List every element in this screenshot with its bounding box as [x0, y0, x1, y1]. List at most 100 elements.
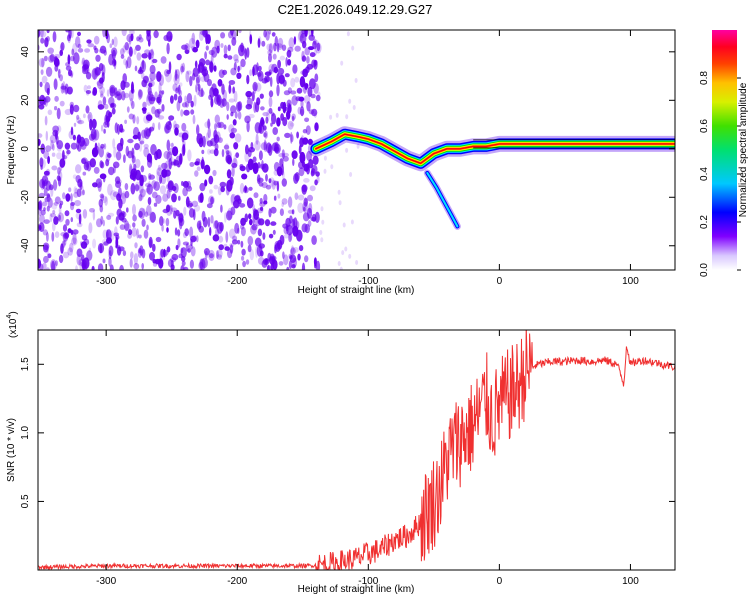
noise-speckle — [128, 46, 133, 57]
noise-speckle — [300, 106, 305, 117]
noise-speckle — [281, 198, 288, 205]
noise-speckle — [239, 64, 242, 71]
noise-speckle — [303, 95, 311, 104]
noise-speckle — [59, 100, 65, 107]
noise-speckle — [224, 246, 230, 251]
noise-speckle — [240, 42, 244, 53]
noise-speckle — [198, 137, 204, 148]
noise-speckle — [285, 217, 291, 228]
noise-speckle — [253, 83, 257, 94]
noise-speckle — [53, 78, 58, 90]
noise-speckle — [207, 148, 211, 155]
noise-speckle — [175, 244, 179, 251]
noise-speckle — [230, 30, 234, 36]
noise-speckle — [302, 201, 308, 213]
noise-speckle — [121, 191, 126, 199]
noise-speckle — [139, 140, 145, 145]
noise-speckle — [126, 34, 133, 43]
noise-speckle — [239, 203, 246, 208]
signal-trace-band — [426, 172, 459, 228]
noise-speckle — [100, 93, 104, 98]
noise-speckle — [91, 90, 97, 96]
noise-speckle — [166, 227, 169, 233]
noise-speckle — [196, 235, 199, 243]
noise-speckle — [100, 90, 104, 97]
noise-speckle — [123, 154, 126, 164]
noise-speckle — [174, 69, 178, 82]
noise-speckle — [282, 170, 285, 180]
noise-speckle — [113, 59, 116, 66]
noise-speckle — [57, 167, 61, 175]
noise-speckle — [265, 184, 272, 190]
noise-speckle — [165, 121, 172, 131]
noise-speckle — [312, 155, 319, 165]
noise-speckle — [258, 150, 263, 161]
noise-speckle — [199, 58, 206, 67]
noise-speckle — [150, 144, 157, 156]
noise-speckle — [257, 256, 265, 265]
noise-speckle — [69, 55, 75, 62]
noise-speckle — [147, 158, 153, 168]
noise-speckle — [263, 30, 267, 38]
noise-speckle — [133, 126, 140, 138]
noise-speckle — [229, 176, 234, 186]
noise-speckle — [181, 62, 186, 73]
noise-speckle — [207, 127, 211, 139]
noise-speckle — [232, 86, 235, 94]
noise-speckle — [166, 173, 170, 183]
noise-speckle — [303, 206, 306, 212]
noise-speckle — [178, 213, 184, 222]
noise-speckle — [93, 166, 100, 174]
noise-speckle — [340, 60, 344, 66]
noise-speckle — [156, 108, 162, 114]
noise-speckle — [216, 221, 223, 234]
noise-speckle — [314, 73, 319, 83]
noise-speckle — [208, 195, 215, 205]
noise-speckle — [41, 75, 48, 84]
noise-speckle — [297, 202, 304, 214]
noise-speckle — [138, 141, 143, 152]
noise-speckle — [165, 204, 172, 211]
snr-x-label: Height of straight line (km) — [298, 584, 415, 595]
noise-speckle — [283, 234, 290, 239]
noise-speckle — [286, 49, 292, 58]
noise-speckle — [102, 229, 108, 239]
noise-speckle — [112, 138, 116, 149]
noise-speckle — [341, 250, 345, 256]
noise-speckle — [272, 229, 276, 235]
noise-speckle — [83, 84, 88, 93]
noise-speckle — [212, 169, 217, 177]
noise-speckle — [44, 96, 51, 103]
noise-speckle — [50, 259, 57, 270]
noise-speckle — [115, 151, 122, 161]
noise-speckle — [73, 122, 77, 127]
noise-speckle — [141, 107, 147, 112]
noise-speckle — [141, 263, 144, 270]
noise-speckle — [291, 264, 296, 269]
noise-speckle — [250, 224, 257, 235]
noise-speckle — [70, 217, 74, 223]
noise-speckle — [162, 193, 169, 202]
noise-speckle — [297, 253, 301, 261]
noise-speckle — [64, 142, 71, 150]
noise-speckle — [41, 180, 46, 190]
noise-speckle — [130, 251, 134, 259]
noise-speckle — [49, 212, 53, 223]
noise-speckle — [102, 96, 107, 106]
noise-speckle — [185, 185, 193, 192]
noise-speckle — [95, 54, 101, 62]
noise-speckle — [40, 30, 44, 38]
noise-speckle — [200, 87, 204, 97]
noise-speckle — [263, 193, 268, 203]
noise-speckle — [211, 46, 218, 58]
noise-speckle — [190, 235, 197, 243]
noise-speckle — [70, 201, 75, 207]
noise-speckle — [290, 247, 296, 256]
noise-speckle — [259, 93, 264, 99]
noise-speckle — [191, 72, 196, 81]
noise-speckle — [203, 164, 211, 175]
noise-speckle — [204, 30, 211, 36]
noise-speckle — [268, 53, 272, 63]
noise-speckle — [214, 123, 217, 131]
noise-speckle — [93, 35, 100, 45]
